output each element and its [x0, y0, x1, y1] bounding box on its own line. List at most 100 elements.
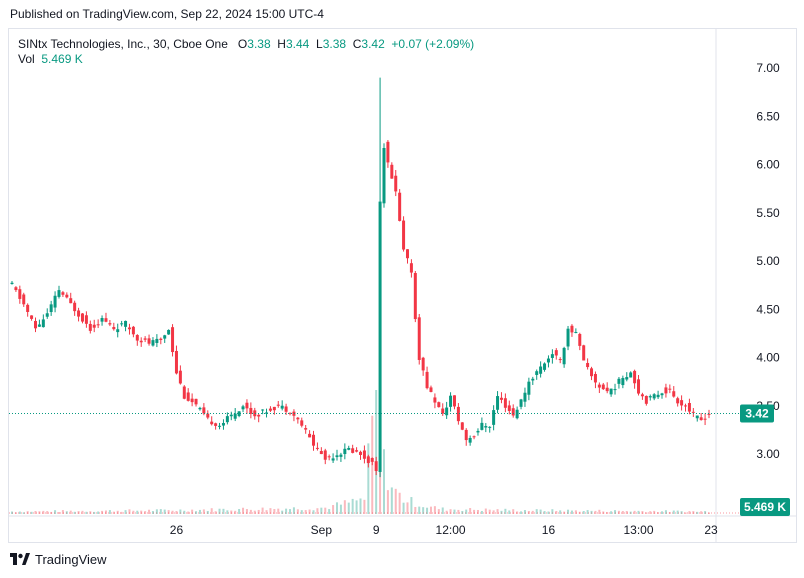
volume-bar [531, 510, 534, 514]
volume-bar [101, 510, 104, 514]
volume-legend: Vol 5.469 K [18, 52, 83, 66]
volume-bar [567, 509, 570, 514]
volume-bar [461, 510, 464, 514]
candle-body [272, 406, 276, 411]
candle-body [268, 408, 272, 411]
candle-body [237, 411, 241, 416]
volume-bar [191, 509, 194, 514]
volume-bar [308, 509, 311, 514]
volume-bar [414, 506, 417, 514]
candle-body [593, 373, 597, 383]
candle-body [300, 420, 304, 426]
candle-body [284, 406, 288, 412]
y-tick-label: 5.00 [756, 254, 780, 268]
volume-bar [574, 510, 577, 514]
volume-bar [480, 510, 483, 514]
volume-bar [343, 500, 346, 514]
candle-body [644, 395, 648, 404]
candle-body [261, 409, 265, 411]
volume-bar [69, 510, 72, 514]
candle-body [49, 304, 53, 313]
candle-body [214, 423, 218, 426]
volume-bar [516, 511, 519, 514]
volume-bar [625, 511, 628, 514]
volume-bar [473, 509, 476, 514]
candle-body [182, 386, 186, 399]
volume-bar [508, 510, 511, 514]
volume-bar [292, 507, 295, 514]
candle-body [171, 327, 175, 353]
candle-body [543, 363, 547, 370]
volume-bar [437, 509, 440, 514]
volume-bar [183, 510, 186, 514]
volume-bar [312, 510, 315, 514]
candle-body [664, 387, 668, 394]
candle-body [18, 289, 22, 299]
volume-bar [347, 502, 350, 514]
volume-bar [128, 509, 131, 514]
candle-body [613, 389, 617, 391]
candle-body [288, 412, 292, 414]
close-label: C [352, 37, 362, 51]
volume-bar [535, 509, 538, 514]
volume-bar [543, 511, 546, 514]
candle-body [362, 450, 366, 459]
candle-body [601, 384, 605, 390]
volume-bar [61, 510, 64, 514]
candle-body [124, 320, 128, 327]
volume-bar [285, 508, 288, 514]
candle-body [331, 458, 335, 461]
volume-bar [606, 511, 609, 514]
volume-bar [488, 509, 491, 514]
volume-bar [93, 511, 96, 514]
volume-bar [551, 509, 554, 514]
volume-bar [653, 510, 656, 514]
candle-body [617, 378, 621, 384]
volume-bar [422, 507, 425, 514]
candle-body [366, 456, 370, 464]
candle-body [378, 201, 382, 472]
volume-bar [245, 509, 248, 514]
volume-bar [214, 511, 217, 514]
volume-bar [257, 509, 260, 514]
volume-bar [104, 510, 107, 514]
candle-body [370, 458, 374, 462]
candle-body [405, 249, 409, 259]
candle-body [151, 340, 155, 346]
volume-bar [339, 504, 342, 514]
volume-bar [684, 512, 687, 514]
low-value: 3.38 [322, 37, 347, 51]
candle-body [304, 428, 308, 430]
x-tick-label: 26 [170, 523, 184, 537]
candle-body [637, 379, 641, 394]
candle-body [73, 302, 77, 312]
candle-body [178, 370, 182, 384]
last-price-label: 3.42 [745, 406, 769, 420]
volume-bar [696, 511, 699, 514]
candle-body [703, 418, 707, 420]
last-volume-label: 5.469 K [744, 500, 786, 514]
volume-bar [116, 510, 119, 514]
close-value: 3.42 [361, 37, 385, 51]
candle-body [257, 414, 261, 417]
candle-body [460, 422, 464, 430]
chart-frame[interactable] [8, 28, 797, 543]
volume-bar [661, 511, 664, 514]
candle-body [684, 405, 688, 407]
candle-body [546, 358, 550, 363]
volume-bar [120, 511, 123, 514]
volume-bar [394, 488, 397, 514]
candle-body [92, 324, 96, 328]
volume-value: 5.469 K [41, 52, 83, 66]
volume-bar [539, 509, 542, 514]
volume-bar [140, 510, 143, 514]
volume-bar [457, 509, 460, 514]
volume-bar [249, 509, 252, 514]
candle-body [609, 388, 613, 395]
volume-bar [645, 512, 648, 514]
last-price-badge [740, 404, 774, 423]
candle-body [210, 421, 214, 425]
candle-body [84, 315, 88, 324]
volume-bar [155, 509, 158, 514]
